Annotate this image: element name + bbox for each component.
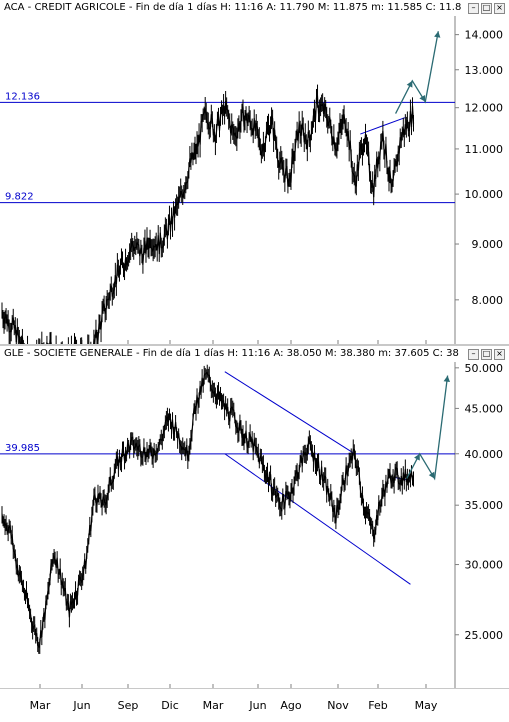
level-label-0-0: 12.136 — [5, 91, 40, 102]
y-tick-label-1-1: 45.000 — [465, 402, 504, 415]
month-label-1: Jun — [72, 699, 90, 712]
projection-arrowhead-0-3 — [434, 31, 441, 38]
month-label-3: Dic — [161, 699, 179, 712]
price-series-1 — [1, 364, 415, 654]
projection-arrowhead-0-1 — [406, 80, 413, 88]
month-label-6: Ago — [280, 699, 302, 712]
y-tick-label-1-5: 25.000 — [465, 629, 504, 642]
y-tick-label-0-6: 8.000 — [472, 294, 504, 307]
projection-arrowhead-1-2 — [428, 471, 435, 479]
y-tick-label-0-3: 11.000 — [465, 143, 504, 156]
y-tick-label-1-4: 30.000 — [465, 559, 504, 572]
price-line-0 — [1, 95, 415, 344]
y-tick-label-1-0: 50.000 — [465, 362, 504, 375]
maximize-button-aca[interactable]: □ — [481, 3, 492, 14]
month-label-5: Jun — [248, 699, 266, 712]
panel-divider[interactable] — [0, 344, 509, 346]
month-label-2: Sep — [118, 699, 139, 712]
panel-title-bar-aca: ACA - CREDIT AGRICOLE - Fin de día 1 día… — [0, 0, 509, 16]
minimize-button-gle[interactable]: – — [468, 349, 479, 360]
month-label-7: Nov — [327, 699, 349, 712]
close-button-aca[interactable]: × — [494, 3, 505, 14]
level-label-0-1: 9.822 — [5, 192, 34, 203]
price-series-0 — [1, 84, 415, 344]
maximize-button-gle[interactable]: □ — [481, 349, 492, 360]
projection-path-1 — [406, 375, 449, 481]
chart-panel-aca[interactable]: 14.000 13.000 12.000 11.000 10.000 9.000 8.000… — [0, 0, 509, 344]
y-tick-label-0-4: 10.000 — [465, 188, 504, 201]
chart-gle-svg: 50.000 45.000 40.000 35.000 30.000 25.000 39.9… — [0, 346, 504, 688]
price-line-1 — [1, 371, 414, 649]
y-tick-label-0-0: 14.000 — [465, 29, 504, 42]
time-axis: Mar Jun Sep Dic Mar Jun Ago Nov Feb May — [0, 688, 509, 722]
y-tick-label-0-5: 9.000 — [472, 238, 504, 251]
month-label-4: Mar — [203, 699, 224, 712]
month-label-0: Mar — [30, 699, 51, 712]
close-button-gle[interactable]: × — [494, 349, 505, 360]
y-tick-label-1-3: 35.000 — [465, 499, 504, 512]
chart-panel-gle[interactable]: 50.000 45.000 40.000 35.000 30.000 25.000 39.9… — [0, 346, 509, 688]
projection-path-0 — [395, 31, 439, 114]
month-label-9: May — [415, 699, 438, 712]
chart-aca-svg: 14.000 13.000 12.000 11.000 10.000 9.000 8.000… — [0, 0, 504, 344]
panel-title-bar-gle: GLE - SOCIETE GENERALE - Fin de día 1 dí… — [0, 346, 509, 362]
month-label-8: Feb — [368, 699, 387, 712]
projection-arrowhead-0-2 — [419, 95, 426, 102]
y-tick-label-0-1: 13.000 — [465, 64, 504, 77]
y-tick-label-1-2: 40.000 — [465, 448, 504, 461]
minimize-button-aca[interactable]: – — [468, 3, 479, 14]
y-tick-label-0-2: 12.000 — [465, 102, 504, 115]
time-axis-svg: Mar Jun Sep Dic Mar Jun Ago Nov Feb May — [30, 699, 438, 712]
panel-title-aca: ACA - CREDIT AGRICOLE - Fin de día 1 día… — [4, 2, 462, 13]
panel-title-gle: GLE - SOCIETE GENERALE - Fin de día 1 dí… — [4, 348, 459, 359]
trendline-1-1 — [224, 453, 411, 585]
projection-arrowhead-1-1 — [414, 453, 420, 461]
level-label-1-0: 39.985 — [5, 443, 40, 454]
trendline-1-0 — [224, 371, 356, 455]
projection-arrowhead-1-3 — [443, 375, 450, 382]
